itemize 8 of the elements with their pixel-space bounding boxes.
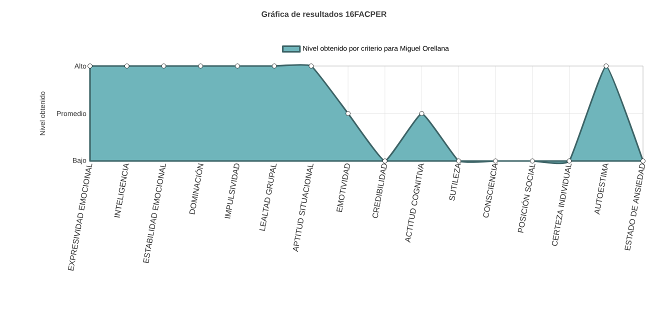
x-tick-label: ACTITUD COGNITIVA bbox=[405, 164, 424, 243]
chart-title: Gráfica de resultados 16FACPER bbox=[262, 11, 387, 17]
x-tick-label: CERTEZA INDIVIDUAL bbox=[552, 164, 572, 246]
x-tick-label: SUTILEZA bbox=[449, 164, 461, 201]
x-tick-label: ESTADO DE ANSIEDAD bbox=[624, 163, 645, 250]
x-tick-label: POSICIÓN SOCIAL bbox=[518, 164, 536, 233]
x-tick-label: LEALTAD GRUPAL bbox=[259, 164, 277, 231]
x-tick-label: EMOTIVIDAD bbox=[336, 163, 350, 212]
